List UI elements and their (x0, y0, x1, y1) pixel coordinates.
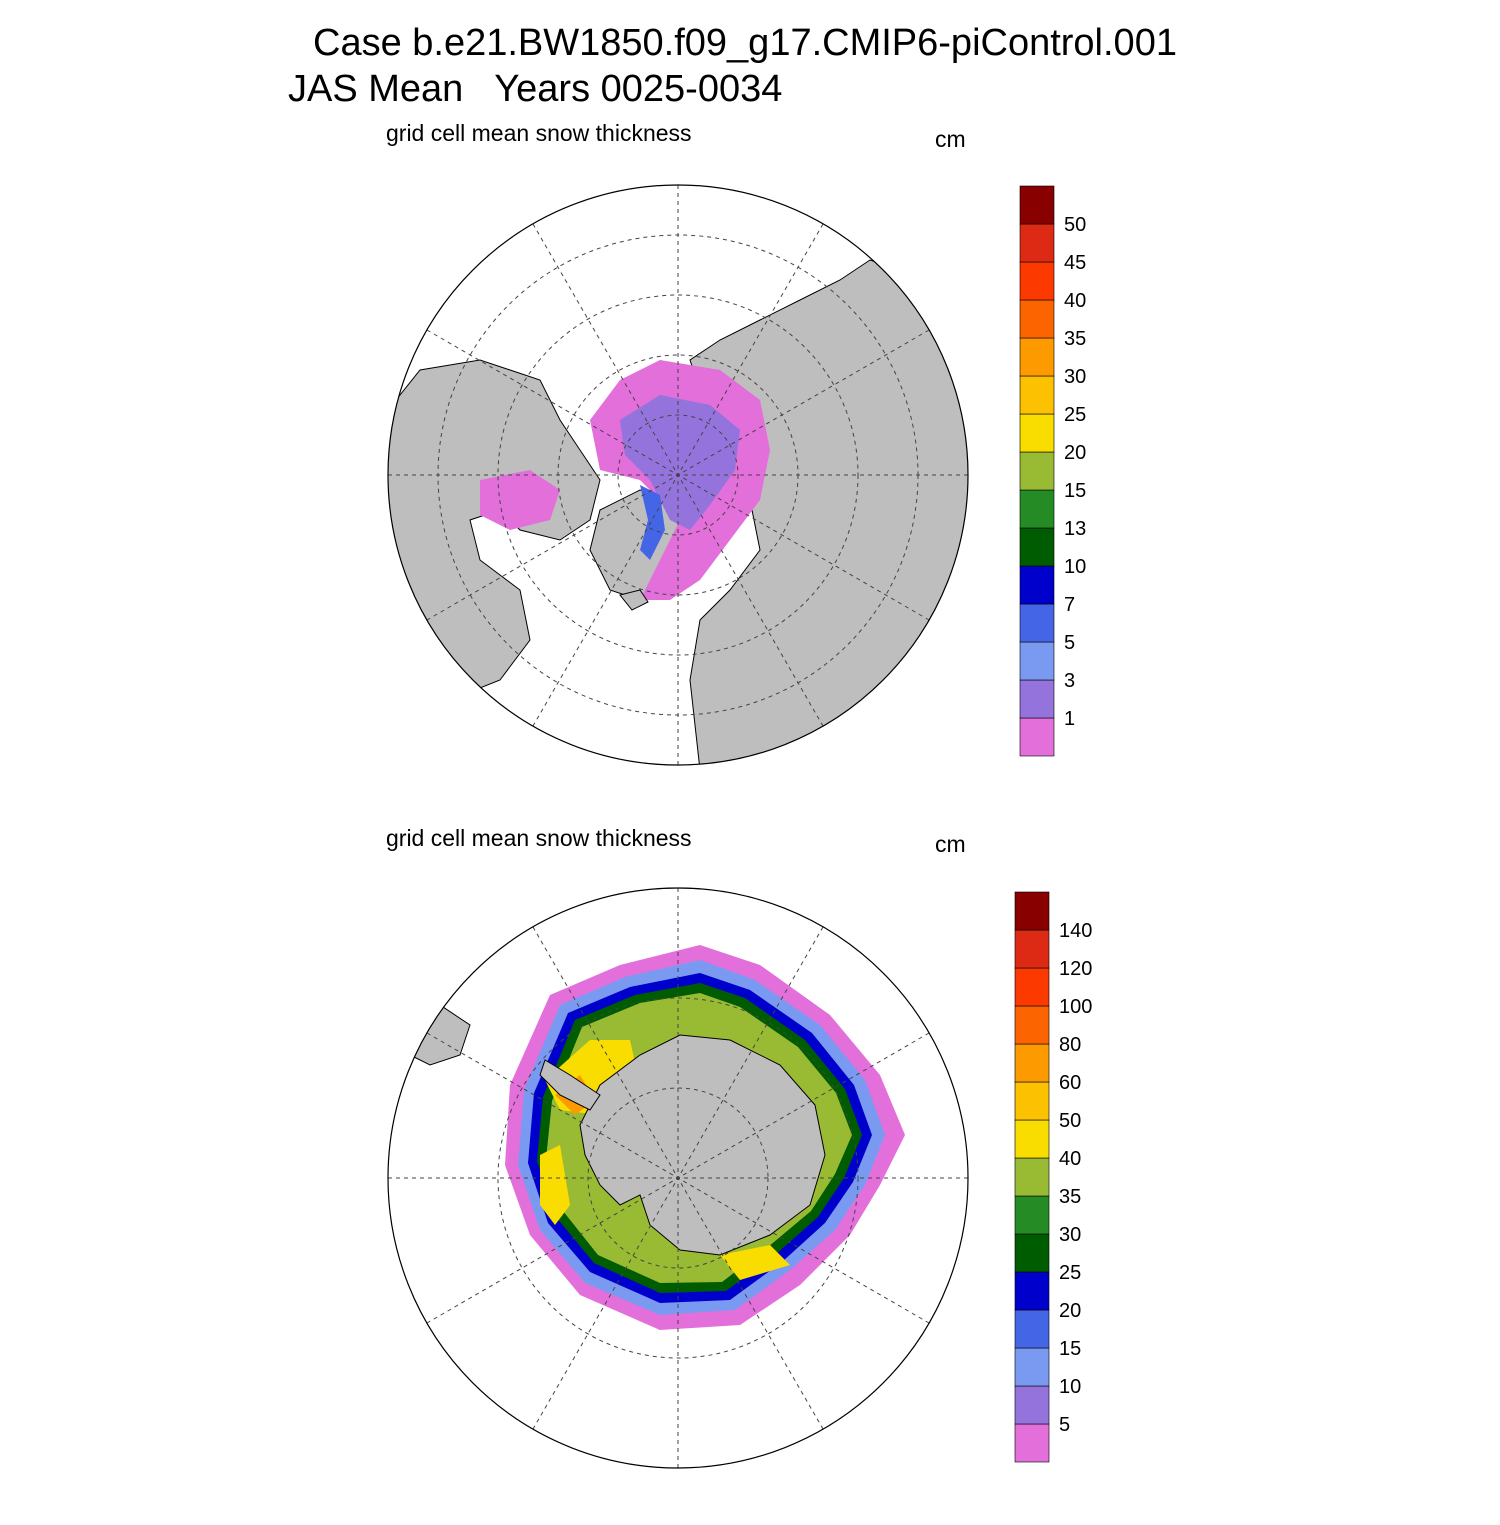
antarctic-peninsula (539, 1059, 601, 1111)
colorbar-swatch (1019, 299, 1055, 339)
colorbar-swatch (1014, 1081, 1050, 1121)
colorbar-tick-label: 40 (1064, 290, 1086, 312)
colorbar-tick-label: 20 (1064, 442, 1086, 464)
colorbar-tick-label: 5 (1059, 1414, 1070, 1436)
colorbar-tick-label: 20 (1059, 1300, 1081, 1322)
colorbar-tick-label: 40 (1059, 1148, 1081, 1170)
colorbar-tick-label: 5 (1064, 632, 1075, 654)
sh-variable-label: grid cell mean snow thickness (386, 825, 692, 851)
colorbar-tick-label: 80 (1059, 1034, 1081, 1056)
colorbar-swatch (1014, 1005, 1050, 1045)
colorbar-swatch (1019, 337, 1055, 377)
colorbar-swatch (1019, 413, 1055, 453)
colorbar-swatch (1014, 1043, 1050, 1083)
iceland (619, 589, 649, 611)
antarctic-map-panel: 5 10 15 20 25 30 35 40 50 60 80 100 120 140 (387, 887, 1092, 1469)
colorbar-tick-label: 3 (1064, 670, 1075, 692)
colorbar-swatch (1019, 261, 1055, 301)
colorbar-tick-label: 15 (1064, 480, 1086, 502)
colorbar-tick-label: 35 (1064, 328, 1086, 350)
antarctic-colorbar: 5 10 15 20 25 30 35 40 50 60 80 100 120 140 (1014, 891, 1092, 1463)
nh-variable-label: grid cell mean snow thickness (386, 120, 692, 146)
colorbar-tick-label: 7 (1064, 594, 1075, 616)
colorbar-swatch (1019, 527, 1055, 567)
colorbar-swatch (1014, 1347, 1050, 1387)
colorbar-tick-label: 25 (1064, 404, 1086, 426)
colorbar-tick-label: 1 (1064, 708, 1075, 730)
colorbar-swatch (1014, 967, 1050, 1007)
nh-units-label: cm (935, 126, 966, 152)
colorbar-swatch (1014, 1119, 1050, 1159)
colorbar-swatch (1014, 1423, 1050, 1463)
colorbar-swatch (1019, 451, 1055, 491)
colorbar-swatch (1014, 929, 1050, 969)
antarctic-map-border (387, 887, 969, 1469)
colorbar-tick-label: 13 (1064, 518, 1086, 540)
arctic-sea-ice-inner (620, 395, 740, 530)
colorbar-swatch (1014, 1157, 1050, 1197)
colorbar-swatch (1014, 1385, 1050, 1425)
colorbar-tick-label: 35 (1059, 1186, 1081, 1208)
colorbar-swatch (1019, 565, 1055, 605)
colorbar-swatch (1014, 1309, 1050, 1349)
colorbar-swatch (1014, 1271, 1050, 1311)
colorbar-swatch (1019, 375, 1055, 415)
colorbar-tick-label: 30 (1059, 1224, 1081, 1246)
colorbar-tick-label: 50 (1059, 1110, 1081, 1132)
colorbar-tick-label: 100 (1059, 996, 1092, 1018)
colorbar-tick-label: 10 (1059, 1376, 1081, 1398)
arctic-map-border (387, 184, 969, 766)
colorbar-swatch (1014, 1195, 1050, 1235)
antarctica-landmass (579, 1034, 826, 1256)
colorbar-tick-label: 25 (1059, 1262, 1081, 1284)
hudson-bay-ice (480, 470, 560, 530)
colorbar-tick-label: 140 (1059, 920, 1092, 942)
colorbar-swatch (1019, 185, 1055, 225)
colorbar-tick-label: 15 (1059, 1338, 1081, 1360)
colorbar-swatch (1019, 641, 1055, 681)
colorbar-swatch (1014, 891, 1050, 931)
colorbar-swatch (1019, 489, 1055, 529)
colorbar-swatch (1019, 223, 1055, 263)
ross-sea-thick-ice (720, 1245, 790, 1280)
colorbar-tick-label: 45 (1064, 252, 1086, 274)
sh-units-label: cm (935, 831, 966, 857)
colorbar-swatch (1019, 717, 1055, 757)
colorbar-tick-label: 50 (1064, 214, 1086, 236)
colorbar-tick-label: 60 (1059, 1072, 1081, 1094)
colorbar-swatch (1019, 603, 1055, 643)
figure-title-case: Case b.e21.BW1850.f09_g17.CMIP6-piContro… (313, 22, 1177, 64)
colorbar-tick-label: 120 (1059, 958, 1092, 980)
colorbar-swatch (1014, 1233, 1050, 1273)
bellingshausen-thick-ice (540, 1145, 570, 1225)
figure-title-period: JAS Mean Years 0025-0034 (288, 68, 783, 110)
colorbar-swatch (1019, 679, 1055, 719)
colorbar-tick-label: 30 (1064, 366, 1086, 388)
greenland-coast-ice (640, 485, 665, 560)
colorbar-tick-label: 10 (1064, 556, 1086, 578)
